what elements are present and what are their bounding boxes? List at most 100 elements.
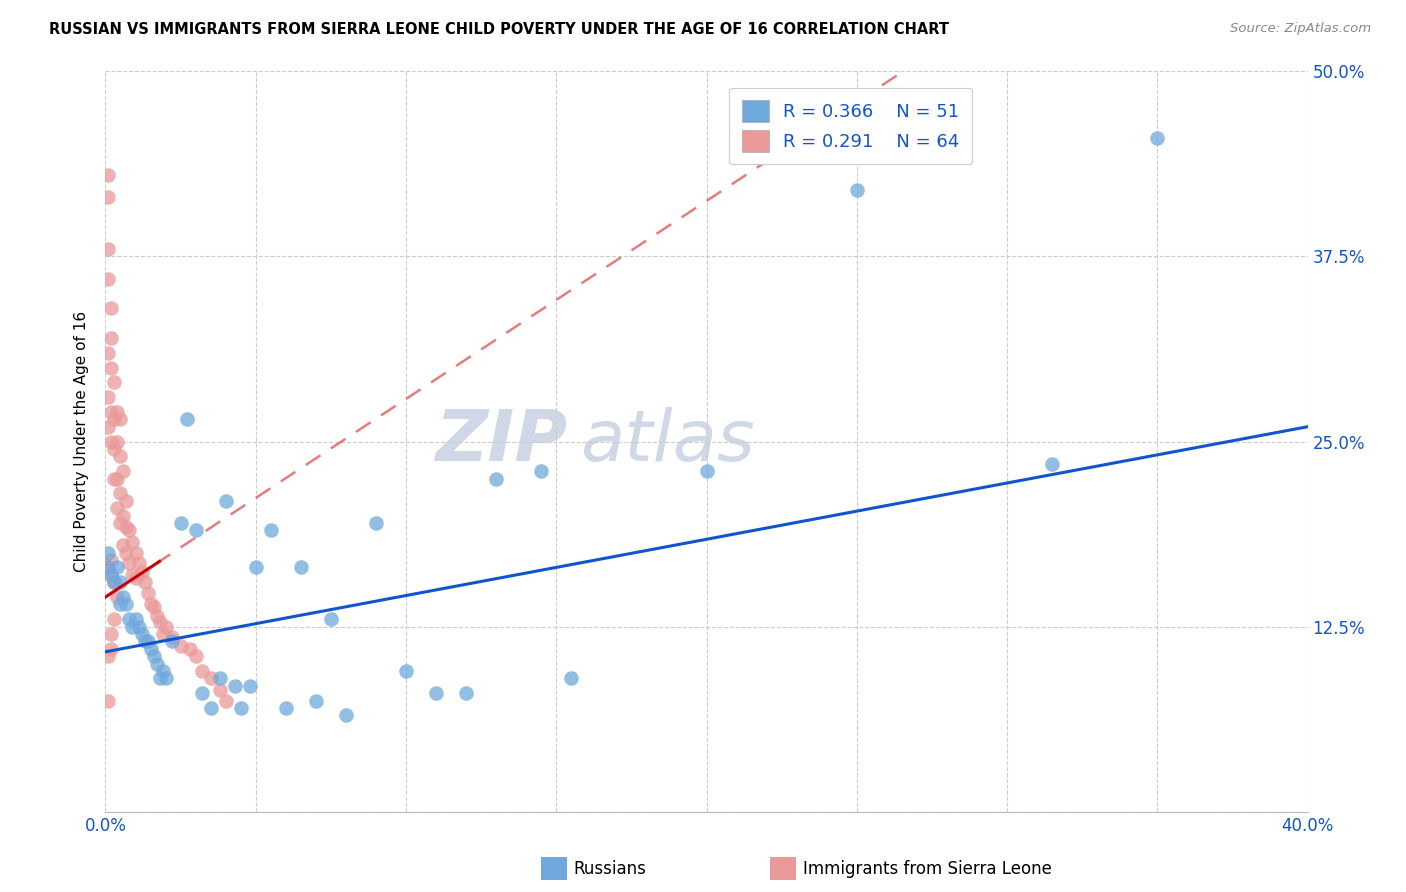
Point (112, 590, 135, 604)
Point (305, 694, 328, 708)
Point (148, 615, 170, 630)
Point (100, 331, 122, 345)
Point (142, 649, 165, 664)
Point (696, 464, 718, 478)
Point (97, 694, 120, 708)
Point (145, 657, 167, 671)
Point (176, 412, 198, 426)
Point (152, 627, 174, 641)
Point (97, 560, 120, 574)
Point (139, 598, 162, 612)
Point (560, 672, 582, 686)
Point (103, 575, 125, 590)
Point (274, 701, 297, 715)
Point (1146, 131, 1168, 145)
Point (134, 634, 156, 648)
Point (97, 546, 120, 560)
Point (121, 567, 143, 582)
Point (160, 630, 183, 644)
Point (100, 641, 122, 656)
Point (319, 612, 342, 626)
Point (97, 390, 120, 404)
Point (124, 546, 146, 560)
Point (103, 442, 125, 456)
Point (124, 612, 146, 626)
Point (160, 634, 183, 648)
Point (136, 634, 159, 648)
Point (214, 694, 236, 708)
Point (142, 600, 165, 615)
Point (97, 168, 120, 182)
Point (103, 412, 125, 426)
Point (97, 242, 120, 256)
Point (112, 508, 135, 523)
Point (97, 649, 120, 664)
Point (224, 679, 246, 693)
Point (103, 612, 125, 626)
Point (121, 619, 143, 633)
Point (169, 639, 191, 653)
Point (110, 516, 132, 530)
Point (103, 376, 125, 390)
Point (115, 493, 138, 508)
Point (485, 471, 508, 485)
Legend: R = 0.366    N = 51, R = 0.291    N = 64: R = 0.366 N = 51, R = 0.291 N = 64 (730, 87, 973, 164)
Point (118, 556, 141, 570)
Point (128, 619, 150, 633)
Point (845, 183, 868, 197)
Point (530, 464, 553, 478)
Point (103, 575, 125, 590)
Text: RUSSIAN VS IMMIGRANTS FROM SIERRA LEONE CHILD POVERTY UNDER THE AGE OF 16 CORREL: RUSSIAN VS IMMIGRANTS FROM SIERRA LEONE … (49, 22, 949, 37)
Point (229, 701, 252, 715)
Point (107, 501, 129, 516)
Point (155, 672, 177, 686)
Point (115, 520, 138, 534)
Point (169, 516, 191, 530)
Point (107, 471, 129, 485)
Point (124, 571, 146, 585)
Point (112, 464, 135, 478)
Point (184, 524, 207, 538)
Point (131, 565, 153, 579)
Point (190, 686, 212, 700)
Point (97, 419, 120, 434)
Point (110, 450, 132, 464)
Point (145, 609, 167, 624)
Point (115, 546, 138, 560)
Point (97, 271, 120, 285)
Text: atlas: atlas (581, 407, 755, 476)
Point (100, 627, 122, 641)
Point (107, 590, 129, 604)
Point (200, 701, 222, 715)
Point (364, 516, 387, 530)
Point (190, 664, 212, 678)
Point (107, 434, 129, 449)
Point (131, 627, 153, 641)
Point (110, 486, 132, 500)
Point (121, 535, 143, 549)
Point (97, 560, 120, 574)
Text: ZIP: ZIP (436, 407, 568, 476)
Point (200, 672, 222, 686)
Point (103, 471, 125, 485)
Point (260, 524, 283, 538)
Point (100, 360, 122, 375)
Point (335, 708, 357, 723)
Point (107, 560, 129, 574)
Point (214, 493, 236, 508)
Point (110, 598, 132, 612)
Point (155, 619, 177, 633)
Point (148, 672, 170, 686)
Point (118, 524, 141, 538)
Point (395, 664, 418, 678)
Point (100, 301, 122, 316)
Point (179, 641, 201, 656)
Point (112, 538, 135, 552)
Point (110, 412, 132, 426)
Point (100, 405, 122, 419)
Point (208, 683, 231, 698)
Point (100, 553, 122, 567)
Point (97, 190, 120, 204)
Point (290, 560, 312, 574)
Point (110, 575, 132, 590)
